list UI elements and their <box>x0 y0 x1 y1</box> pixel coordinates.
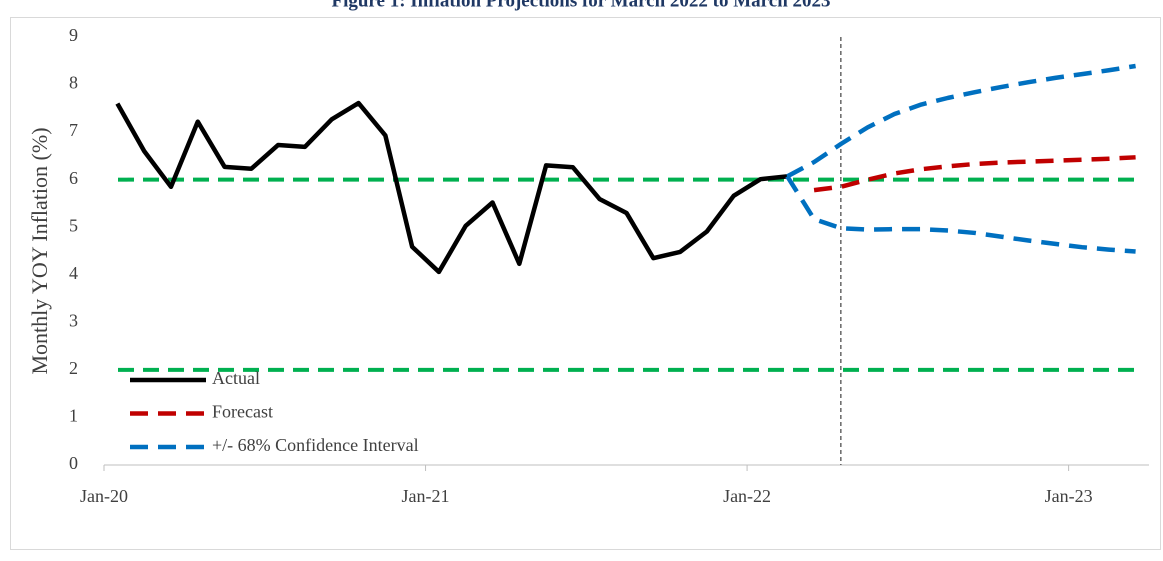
chart-title: Figure 1: Inflation Projections for Marc… <box>331 0 830 11</box>
y-tick-label: 6 <box>69 168 78 188</box>
x-tick-label: Jan-22 <box>723 486 771 506</box>
legend-label: Forecast <box>212 402 273 422</box>
y-tick-label: 1 <box>69 406 78 426</box>
y-axis-label: Monthly YOY Inflation (%) <box>27 127 52 374</box>
x-tick-label: Jan-20 <box>80 486 128 506</box>
y-tick-label: 5 <box>69 215 78 235</box>
series-line <box>786 63 1136 179</box>
legend-label: Actual <box>212 368 260 388</box>
y-tick-label: 8 <box>69 73 78 93</box>
y-tick-label: 3 <box>69 310 78 330</box>
y-tick-label: 0 <box>69 453 78 473</box>
legend-label: +/- 68% Confidence Interval <box>212 435 419 455</box>
y-tick-label: 9 <box>69 25 78 45</box>
x-tick-label: Jan-23 <box>1045 486 1093 506</box>
chart-border <box>10 17 1161 550</box>
y-tick-label: 7 <box>69 120 78 140</box>
y-tick-label: 4 <box>69 263 78 283</box>
y-tick-label: 2 <box>69 358 78 378</box>
series-line <box>115 100 788 275</box>
x-tick-label: Jan-21 <box>402 486 450 506</box>
series-line <box>785 175 1136 254</box>
